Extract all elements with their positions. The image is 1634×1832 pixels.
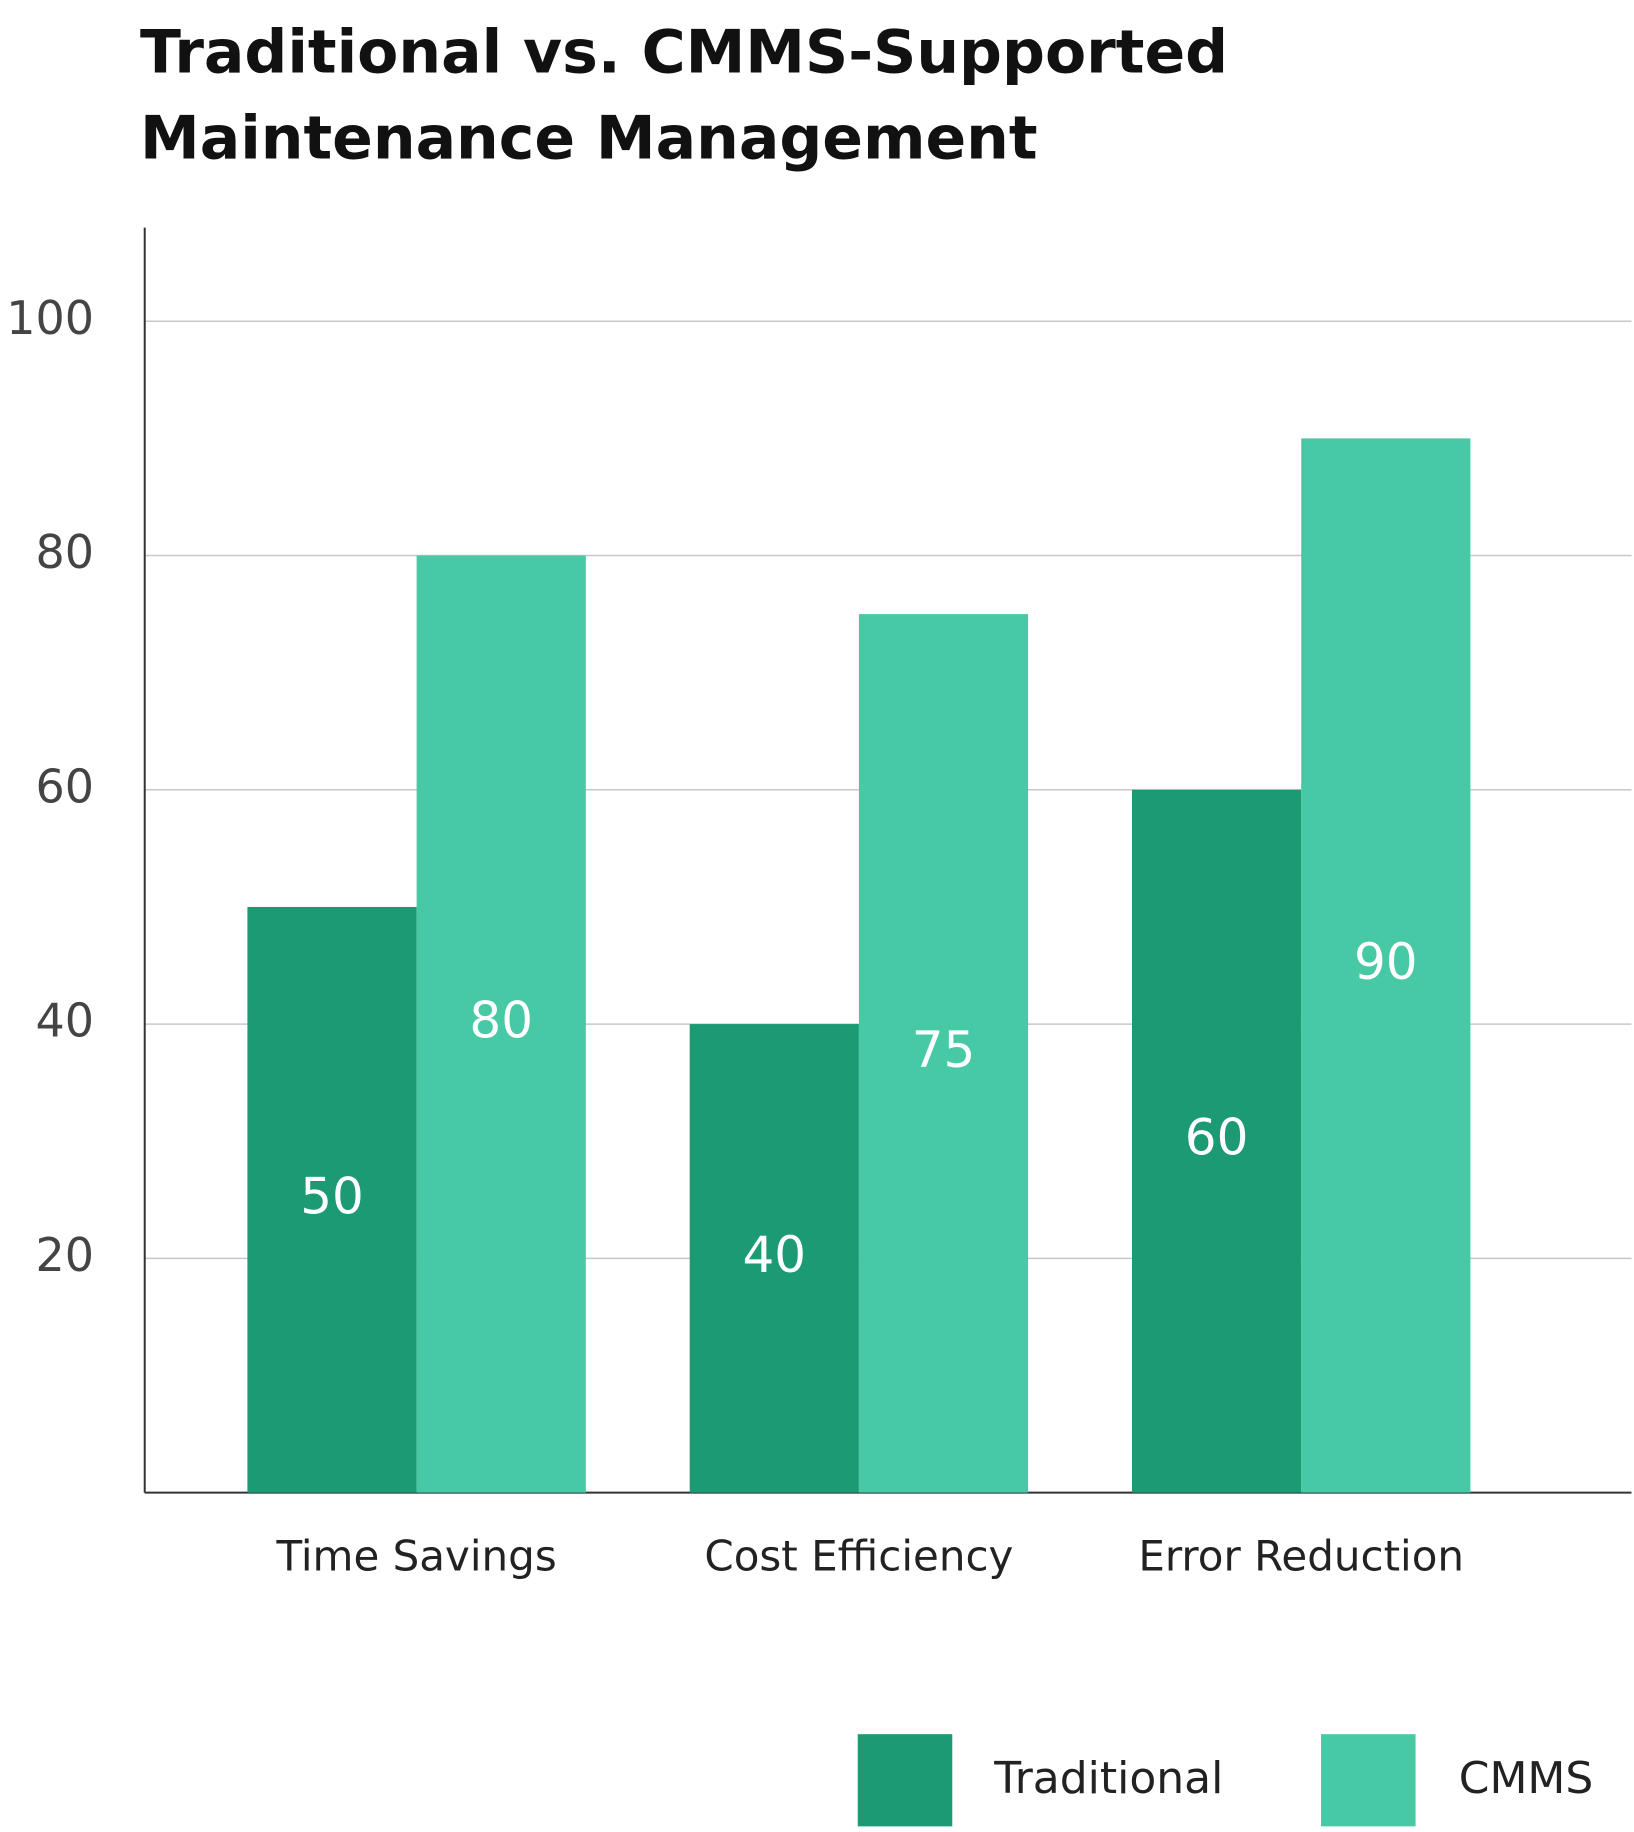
legend-swatch — [1321, 1734, 1416, 1827]
bar — [247, 906, 417, 1493]
y-tick-label: 60 — [35, 759, 94, 813]
x-tick-label: Cost Efficiency — [704, 1532, 1013, 1581]
bar — [416, 555, 586, 1493]
y-tick-label: 80 — [35, 525, 94, 579]
bar — [689, 1024, 859, 1493]
bar — [1301, 438, 1471, 1493]
data-label: 50 — [300, 1167, 364, 1225]
data-label: 75 — [912, 1021, 976, 1079]
data-label: 90 — [1354, 933, 1418, 991]
y-tick-label: 100 — [6, 291, 94, 345]
legend-swatch — [857, 1734, 953, 1827]
chart-title: Traditional vs. CMMS-Supported — [140, 18, 1228, 88]
data-label: 40 — [742, 1226, 806, 1284]
x-tick-label: Error Reduction — [1138, 1532, 1464, 1581]
bar — [858, 614, 1029, 1493]
data-label: 80 — [469, 992, 533, 1050]
data-label: 60 — [1185, 1109, 1249, 1167]
bar — [1131, 789, 1302, 1493]
y-tick-label: 40 — [35, 994, 94, 1048]
x-tick-label: Time Savings — [276, 1532, 557, 1581]
legend-label: CMMS — [1459, 1753, 1594, 1804]
y-tick-label: 20 — [35, 1228, 94, 1282]
chart-title: Maintenance Management — [140, 104, 1038, 174]
legend-label: Traditional — [993, 1753, 1223, 1804]
